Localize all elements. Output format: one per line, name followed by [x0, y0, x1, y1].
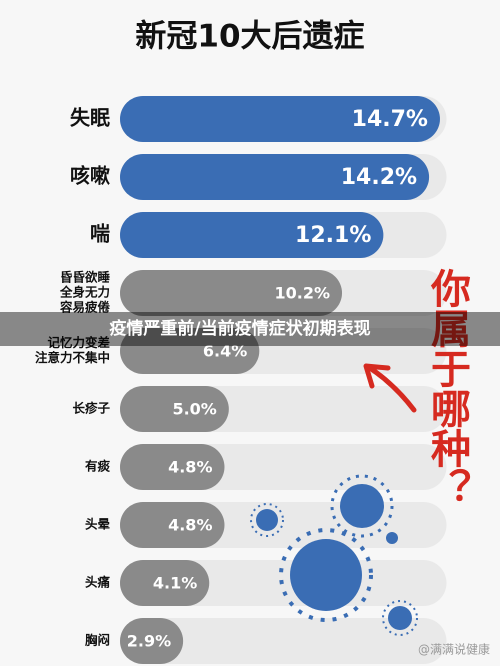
value-label: 5.0% — [172, 400, 216, 419]
bar — [120, 444, 225, 490]
value-label: 14.2% — [341, 165, 417, 190]
side-text: 你属于哪种？ — [424, 268, 472, 508]
bar — [120, 560, 210, 606]
bar — [120, 328, 260, 374]
caption: 疫情严重前/当前疫情症状初期表现 — [109, 318, 370, 339]
category-label: 头晕 — [85, 517, 111, 532]
category-label: 头痛 — [85, 575, 111, 590]
bar — [120, 96, 440, 142]
virus-decoration — [250, 474, 418, 636]
category-label: 记忆力变差 — [47, 335, 110, 350]
category-label: 注意力不集中 — [35, 350, 110, 365]
bar — [120, 386, 229, 432]
category-label: 失眠 — [70, 106, 110, 130]
watermark: @满满说健康 — [418, 642, 490, 657]
category-label: 容易疲倦 — [59, 300, 111, 315]
value-label: 14.7% — [352, 107, 428, 132]
category-label: 胸闷 — [85, 633, 110, 648]
value-label: 6.4% — [203, 342, 247, 361]
bar — [120, 270, 343, 316]
bar-track — [120, 618, 447, 664]
chart-title: 新冠10大后遗症 — [135, 19, 364, 55]
bar — [120, 502, 225, 548]
bar — [120, 618, 184, 664]
value-label: 10.2% — [275, 284, 331, 303]
category-label: 全身无力 — [59, 285, 110, 300]
category-label: 昏昏欲睡 — [60, 270, 111, 285]
value-label: 2.9% — [127, 632, 171, 651]
arrow — [363, 363, 417, 413]
value-label: 4.8% — [168, 516, 212, 535]
value-label: 12.1% — [295, 223, 371, 248]
category-label: 喘 — [90, 222, 110, 246]
category-label: 咳嗽 — [70, 164, 110, 188]
value-label: 4.1% — [153, 574, 197, 593]
category-label: 长疹子 — [72, 401, 110, 416]
category-label: 有痰 — [85, 459, 111, 474]
bar — [120, 154, 430, 200]
bar — [120, 212, 384, 258]
value-label: 4.8% — [168, 458, 212, 477]
caption-band — [0, 312, 500, 346]
